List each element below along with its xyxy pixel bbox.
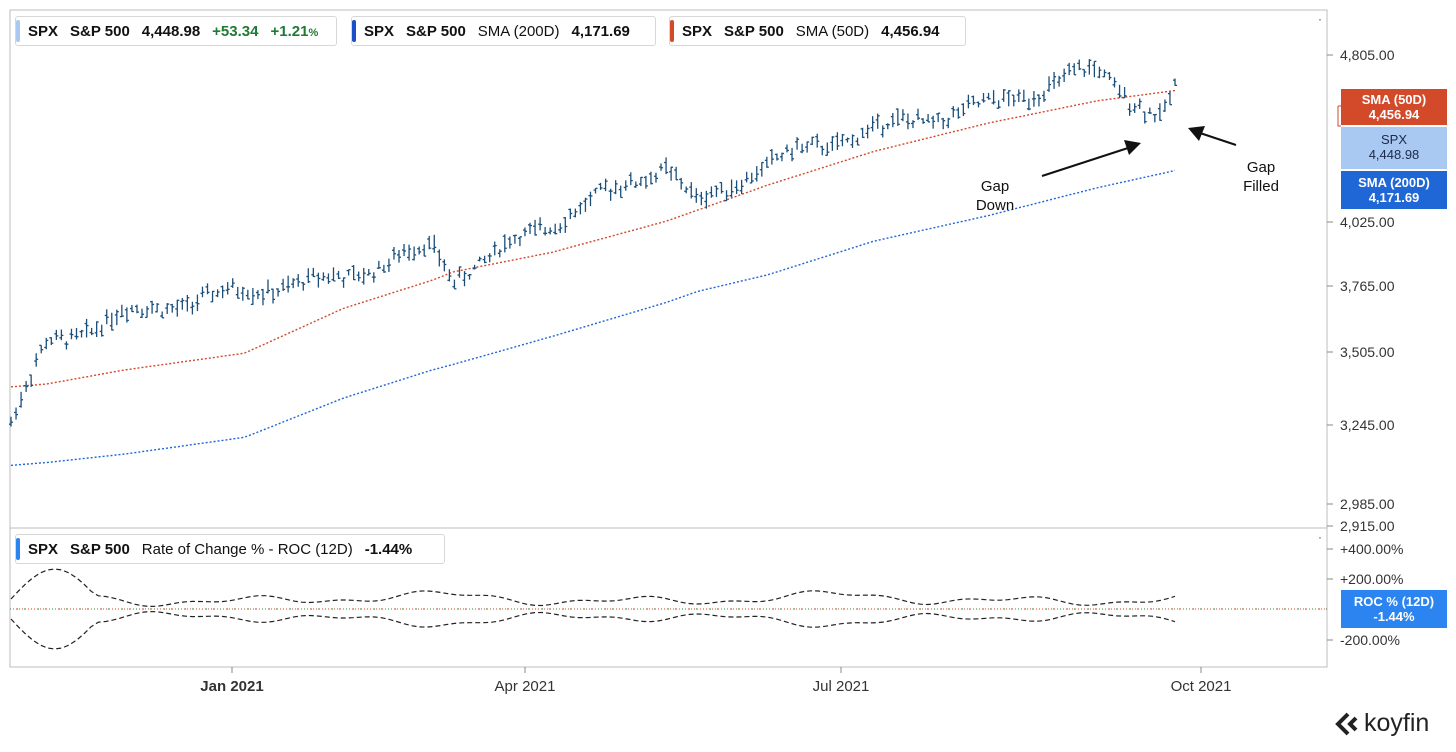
koyfin-logo: koyfin — [1334, 709, 1429, 738]
gap-down-arrow — [1041, 140, 1141, 177]
legend-sma-50d-name: S&P 500 — [724, 22, 784, 40]
spx-price-bars — [9, 59, 1177, 427]
sma-50d-tag-value: 4,456.94 — [1368, 107, 1420, 122]
roc-price-tag: ROC % (12D) -1.44% — [1341, 590, 1447, 628]
x-tick-label: Jan 2021 — [200, 678, 264, 695]
sma-50d-tag-label: SMA (50D) — [1361, 92, 1427, 107]
legend-roc-color — [16, 538, 20, 560]
spx-tag-value: 4,448.98 — [1368, 147, 1420, 162]
legend-sma-50d-color — [670, 20, 674, 42]
legend-sma-200d[interactable]: SPX S&P 500 SMA (200D) 4,171.69 — [351, 16, 656, 46]
legend-sma-200d-label: SMA (200D) — [477, 22, 560, 40]
legend-sma-50d-value: 4,456.94 — [881, 22, 940, 40]
y-tick-label: 3,765.00 — [1340, 278, 1395, 294]
legend-spx-change: +53.34 — [212, 22, 259, 40]
chart-frame — [9, 9, 1328, 668]
sma-200d-price-tag: SMA (200D) 4,171.69 — [1341, 171, 1447, 209]
roc-tag-value: -1.44% — [1373, 609, 1415, 624]
legend-spx-ticker: SPX — [28, 22, 59, 40]
legend-roc-name: S&P 500 — [70, 540, 130, 558]
x-axis-ticks — [231, 667, 1202, 673]
x-tick-label: Apr 2021 — [494, 678, 556, 695]
pane-menu-icon[interactable]: · — [1318, 12, 1322, 26]
legend-sma-50d-label: SMA (50D) — [795, 22, 870, 40]
koyfin-logo-icon — [1335, 712, 1358, 735]
y-tick-label: 3,245.00 — [1340, 417, 1395, 433]
roc-upper-band — [10, 568, 1176, 608]
legend-sma-200d-value: 4,171.69 — [571, 22, 630, 40]
roc-y-tick-label: -200.00% — [1340, 632, 1400, 648]
legend-spx[interactable]: SPX S&P 500 4,448.98 +53.34 +1.21% — [15, 16, 337, 46]
sma-50d-line — [10, 89, 1176, 388]
roc-y-tick-label: +200.00% — [1340, 571, 1404, 587]
price-tag-bracket — [1337, 105, 1341, 127]
x-tick-label: Oct 2021 — [1170, 678, 1232, 695]
y-axis-ticks — [1327, 54, 1333, 641]
roc-tag-label: ROC % (12D) — [1353, 594, 1435, 609]
spx-price-tag: SPX 4,448.98 — [1341, 127, 1447, 169]
legend-roc-value: -1.44% — [364, 540, 413, 558]
y-tick-label: 4,805.00 — [1340, 47, 1395, 63]
legend-spx-value: 4,448.98 — [141, 22, 201, 40]
legend-spx-color — [16, 20, 20, 42]
y-tick-label: 3,505.00 — [1340, 344, 1395, 360]
legend-sma-200d-ticker: SPX — [364, 22, 395, 40]
legend-roc-ticker: SPX — [28, 540, 59, 558]
roc-pane-menu-icon[interactable]: · — [1318, 530, 1322, 544]
legend-roc-label: Rate of Change % - ROC (12D) — [141, 540, 353, 558]
sma-50d-price-tag: SMA (50D) 4,456.94 — [1341, 89, 1447, 125]
sma-200d-line — [10, 169, 1176, 467]
legend-spx-name: S&P 500 — [70, 22, 130, 40]
gap-filled-annotation: Gap Filled — [1243, 159, 1279, 195]
legend-sma-50d-ticker: SPX — [682, 22, 713, 40]
spx-tag-label: SPX — [1380, 132, 1407, 147]
sma-200d-tag-label: SMA (200D) — [1358, 175, 1430, 190]
legend-sma-200d-color — [352, 20, 356, 42]
gap-filled-arrow — [1188, 126, 1237, 146]
x-tick-label: Jul 2021 — [812, 678, 870, 695]
legend-sma-200d-name: S&P 500 — [406, 22, 466, 40]
legend-sma-50d[interactable]: SPX S&P 500 SMA (50D) 4,456.94 — [669, 16, 966, 46]
y-tick-label: 2,915.00 — [1340, 518, 1395, 534]
roc-lower-band — [10, 610, 1176, 650]
sma-200d-tag-value: 4,171.69 — [1368, 190, 1420, 205]
roc-y-tick-label: +400.00% — [1340, 541, 1404, 557]
gap-down-annotation: Gap Down — [975, 178, 1015, 214]
y-tick-label: 2,985.00 — [1340, 496, 1395, 512]
y-tick-label: 4,025.00 — [1340, 214, 1395, 230]
legend-spx-change-pct: +1.21% — [270, 22, 319, 40]
legend-roc[interactable]: SPX S&P 500 Rate of Change % - ROC (12D)… — [15, 534, 445, 564]
koyfin-wordmark: koyfin — [1364, 709, 1430, 737]
